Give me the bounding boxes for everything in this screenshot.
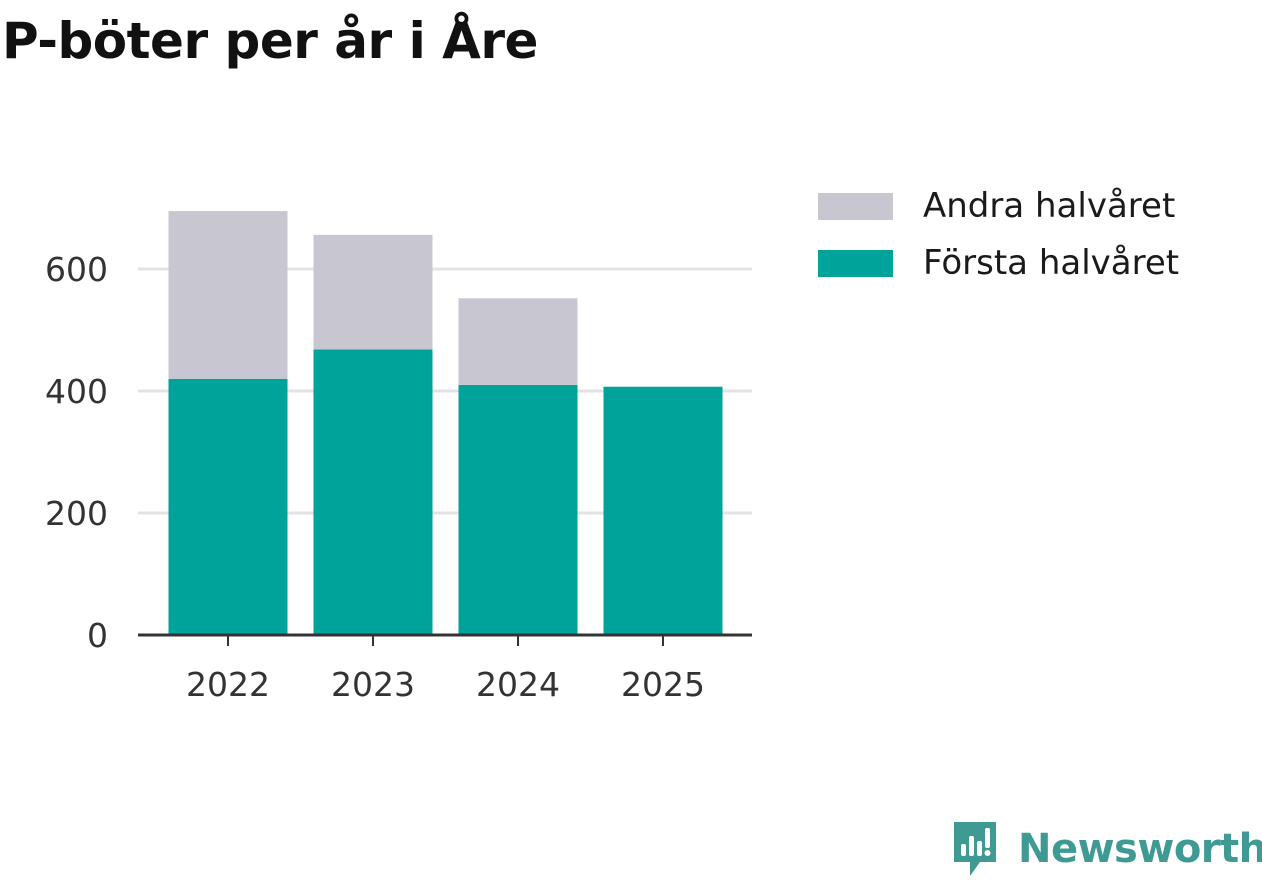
chart-title: P-böter per år i Åre <box>2 12 538 70</box>
x-tick-label-2024: 2024 <box>476 665 560 704</box>
bar-2024-forsta <box>458 384 578 635</box>
bar-chart: 0 200 400 600 2022 2023 2024 2025 <box>45 211 752 704</box>
y-tick-label-0: 0 <box>87 616 108 655</box>
newsworthy-logo-icon <box>954 822 996 876</box>
legend-item-andra: Andra halvåret <box>818 184 1179 228</box>
legend-label-andra: Andra halvåret <box>923 186 1176 226</box>
legend-swatch-andra <box>818 192 893 220</box>
legend-label-forsta: Första halvåret <box>923 243 1180 283</box>
axes: 0 200 400 600 2022 2023 2024 2025 <box>45 250 752 704</box>
brand-logo: Newsworthy <box>950 818 1262 880</box>
legend-swatch-forsta <box>818 249 893 277</box>
y-tick-label-600: 600 <box>45 250 108 289</box>
bar-2023-andra <box>313 234 433 350</box>
bar-2025-forsta <box>603 386 723 635</box>
bar-2022-andra <box>168 211 288 379</box>
legend: Andra halvåret Första halvåret <box>818 184 1179 298</box>
bar-2024-andra <box>458 298 578 385</box>
bar-2022-forsta <box>168 378 288 635</box>
y-tick-label-200: 200 <box>45 494 108 533</box>
brand-name: Newsworthy <box>1018 826 1262 872</box>
x-tick-label-2025: 2025 <box>621 665 705 704</box>
bars <box>168 211 723 635</box>
bar-2023-forsta <box>313 349 433 635</box>
legend-item-forsta: Första halvåret <box>818 241 1179 285</box>
y-tick-label-400: 400 <box>45 372 108 411</box>
x-tick-label-2022: 2022 <box>186 665 270 704</box>
x-tick-label-2023: 2023 <box>331 665 415 704</box>
